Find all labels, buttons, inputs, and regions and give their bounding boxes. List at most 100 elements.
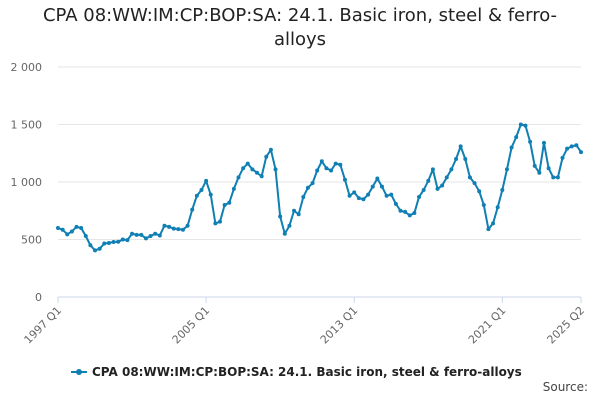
data-point [93, 248, 98, 253]
data-point [551, 175, 556, 180]
data-point [370, 184, 375, 189]
x-tick-label: 2025 Q2 [545, 304, 588, 347]
source-label: Source: [542, 380, 588, 394]
data-point [273, 167, 278, 172]
x-tick-label: 1997 Q1 [22, 304, 65, 347]
legend-label: CPA 08:WW:IM:CP:BOP:SA: 24.1. Basic iron… [92, 365, 522, 379]
data-point [241, 166, 246, 171]
data-point [324, 166, 329, 171]
data-point [130, 231, 135, 236]
data-point [60, 227, 65, 232]
data-point [296, 212, 301, 217]
data-point [333, 161, 338, 166]
y-tick-label: 0 [35, 291, 42, 304]
data-point [255, 170, 260, 175]
data-point [143, 236, 148, 241]
x-tick-label: 2005 Q1 [170, 304, 213, 347]
y-tick-label: 1 500 [11, 119, 43, 132]
data-point [134, 232, 139, 237]
data-point [171, 226, 176, 231]
data-point [208, 192, 213, 197]
series-line [57, 123, 582, 252]
data-point [555, 175, 560, 180]
data-point [250, 167, 255, 172]
data-point [83, 234, 88, 239]
data-point [421, 188, 426, 193]
data-point [167, 224, 172, 229]
y-tick-label: 2 000 [11, 61, 43, 74]
data-point [504, 167, 509, 172]
data-point [259, 174, 264, 179]
data-point [546, 166, 551, 171]
data-point [176, 227, 181, 232]
data-point [477, 189, 482, 194]
series-layer [56, 122, 583, 253]
data-point [111, 240, 116, 245]
data-point [347, 193, 352, 198]
data-point [305, 185, 310, 190]
data-point [398, 208, 403, 213]
data-point [310, 181, 315, 186]
chart-title: CPA 08:WW:IM:CP:BOP:SA: 24.1. Basic iron… [0, 4, 600, 52]
data-point [514, 135, 519, 140]
data-point [444, 175, 449, 180]
axes: 0 500 1 000 1 500 2 000 1997 Q1 2005 Q1 2013 Q1… [11, 61, 588, 346]
data-point [227, 200, 232, 205]
data-point [236, 175, 241, 180]
data-point [463, 157, 468, 161]
data-point [315, 168, 320, 173]
data-point [560, 155, 565, 160]
data-point [393, 201, 398, 206]
data-point [417, 194, 422, 199]
y-tick-label: 500 [21, 234, 42, 247]
data-point [185, 223, 190, 228]
data-point [500, 188, 505, 193]
data-point [153, 231, 158, 236]
data-point [361, 197, 366, 202]
data-point [454, 157, 459, 161]
data-point [125, 238, 130, 243]
chart-title-line-1: CPA 08:WW:IM:CP:BOP:SA: 24.1. Basic iron… [42, 5, 558, 26]
data-point [523, 123, 528, 128]
data-point [412, 211, 417, 216]
data-point [430, 167, 435, 172]
data-point [352, 190, 357, 195]
data-point [491, 221, 496, 226]
data-point [356, 196, 361, 201]
data-point [204, 178, 209, 183]
data-point [74, 224, 79, 229]
legend: CPA 08:WW:IM:CP:BOP:SA: 24.1. Basic iron… [71, 365, 522, 379]
data-point [264, 154, 269, 159]
data-point [435, 186, 440, 191]
data-point [319, 159, 324, 164]
data-point [245, 161, 250, 166]
data-point [518, 122, 523, 127]
data-point [222, 203, 227, 207]
y-tick-label: 1 000 [11, 176, 43, 189]
data-point [342, 177, 347, 182]
data-point [116, 239, 121, 244]
data-point [495, 205, 500, 210]
legend-marker [76, 369, 82, 375]
data-point [157, 233, 162, 238]
data-point [537, 170, 542, 175]
data-point [287, 223, 292, 228]
data-point [565, 146, 570, 151]
data-point [120, 237, 125, 242]
data-point [56, 226, 60, 230]
data-point [301, 194, 306, 199]
data-point [79, 226, 84, 230]
data-point [148, 234, 153, 239]
data-point [282, 231, 287, 236]
data-point [509, 145, 514, 150]
data-point [379, 184, 384, 189]
data-point [449, 167, 454, 172]
data-point [569, 144, 574, 149]
data-point [532, 163, 537, 168]
data-point [481, 203, 486, 207]
data-point [231, 186, 236, 191]
data-point [579, 150, 583, 155]
gridlines [58, 66, 581, 298]
data-point [278, 214, 283, 219]
